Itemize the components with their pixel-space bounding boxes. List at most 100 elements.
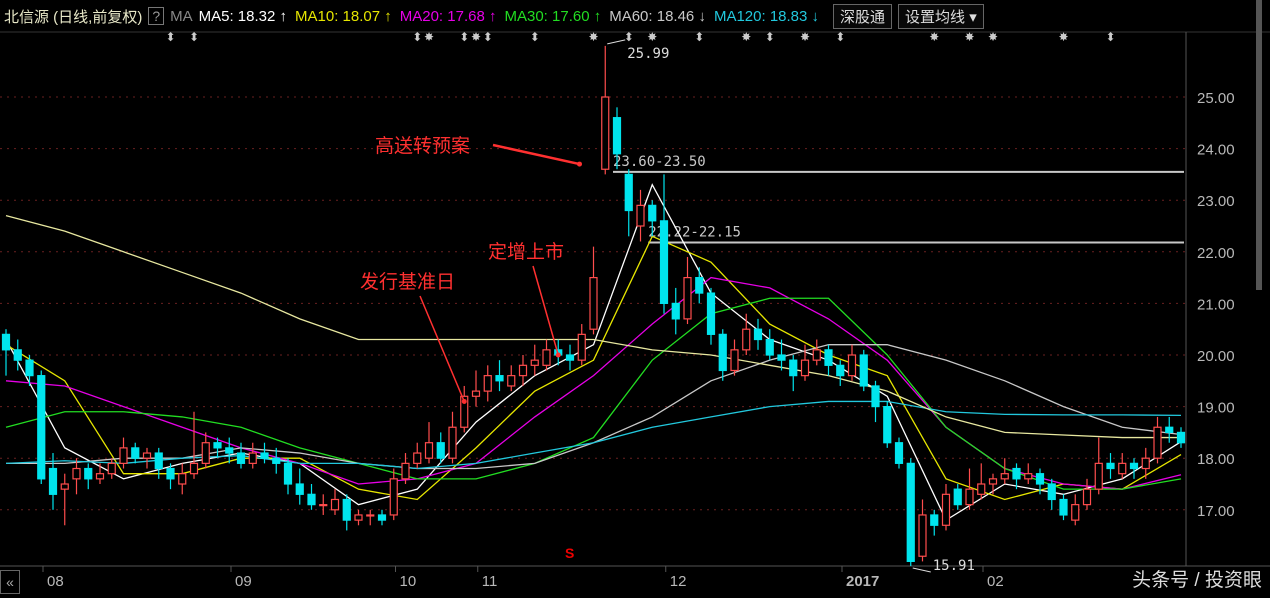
candle-body — [589, 277, 598, 330]
candle — [977, 463, 986, 500]
event-updown-icon[interactable]: ⬍ — [624, 30, 634, 44]
candle-body — [836, 364, 845, 377]
scrollbar[interactable] — [1256, 0, 1262, 290]
candle-body — [648, 204, 657, 222]
annotation-label: 高送转预案 — [375, 135, 470, 157]
event-updown-icon[interactable]: ⬍ — [165, 30, 175, 44]
x-tick-label: 10 — [400, 573, 417, 590]
candle — [836, 360, 845, 386]
annotation-arrowhead — [577, 161, 582, 167]
y-tick-label: 17.00 — [1197, 503, 1235, 520]
candle-body — [659, 220, 669, 304]
event-star-icon[interactable]: ✸ — [588, 30, 598, 44]
candle-body — [1176, 431, 1186, 444]
candle-body — [706, 292, 716, 335]
candle — [695, 267, 704, 304]
candle — [624, 169, 633, 237]
x-tick-label: 08 — [47, 573, 64, 590]
event-star-icon[interactable]: ✸ — [424, 30, 434, 44]
candle-body — [1000, 473, 1009, 480]
help-button[interactable]: ? — [148, 7, 165, 25]
event-updown-icon[interactable]: ⬍ — [1105, 30, 1115, 44]
candle-body — [683, 277, 692, 320]
candle-body — [847, 354, 857, 377]
candle — [753, 318, 763, 350]
ma-readout: MA5: 18.32 ↑ — [198, 7, 288, 25]
y-tick-label: 25.00 — [1197, 90, 1235, 107]
candle — [307, 484, 316, 510]
candle — [401, 453, 410, 484]
candle — [930, 509, 939, 536]
candle-body — [131, 447, 140, 459]
candle-body — [988, 478, 998, 485]
ma-settings-dropdown[interactable]: 设置均线 ▾ — [898, 3, 984, 29]
candle — [1141, 447, 1150, 479]
event-star-icon[interactable]: ✸ — [929, 30, 939, 44]
candle-body — [248, 452, 257, 464]
event-updown-icon[interactable]: ⬍ — [189, 30, 199, 44]
event-star-icon[interactable]: ✸ — [471, 30, 481, 44]
event-star-icon[interactable]: ✸ — [1058, 30, 1068, 44]
candle-body — [225, 447, 234, 454]
candle-body — [671, 302, 680, 320]
candle-body — [695, 277, 704, 294]
candle — [1082, 478, 1092, 510]
candle-body — [777, 354, 786, 361]
candle — [577, 324, 586, 366]
event-updown-icon[interactable]: ⬍ — [694, 30, 704, 44]
event-updown-icon[interactable]: ⬍ — [483, 30, 493, 44]
candle — [542, 339, 551, 371]
candle-body — [107, 462, 116, 475]
event-updown-icon[interactable]: ⬍ — [412, 30, 422, 44]
candle — [1059, 494, 1068, 521]
candle-body — [448, 426, 457, 459]
candle-body — [742, 328, 751, 351]
event-updown-icon[interactable]: ⬍ — [530, 30, 540, 44]
event-star-icon[interactable]: ✸ — [647, 30, 657, 44]
candle — [648, 200, 657, 237]
candle — [448, 411, 457, 464]
candle-body — [319, 504, 328, 507]
candle-body — [965, 488, 974, 506]
candle-body — [25, 359, 34, 377]
candle — [142, 447, 152, 469]
chart-header: 北信源 (日线,前复权) ? MA MA5: 18.32 ↑ MA10: 18.0… — [0, 0, 1270, 32]
candle-body — [941, 493, 951, 526]
candle-body — [1129, 462, 1139, 470]
event-star-icon[interactable]: ✸ — [741, 30, 751, 44]
candle-body — [260, 452, 269, 459]
high-label: 25.99 — [627, 46, 669, 62]
candle-body — [354, 514, 363, 521]
candle — [25, 355, 34, 386]
candle — [424, 422, 434, 464]
candle — [1094, 437, 1103, 495]
candle — [377, 509, 387, 526]
candle — [107, 458, 116, 479]
candle — [48, 453, 58, 510]
candle-body — [824, 349, 833, 366]
event-updown-icon[interactable]: ⬍ — [835, 30, 845, 44]
candle — [1118, 453, 1127, 479]
candle-body — [366, 514, 375, 517]
candle-body — [330, 498, 340, 511]
candle — [37, 370, 46, 484]
event-updown-icon[interactable]: ⬍ — [765, 30, 775, 44]
event-updown-icon[interactable]: ⬍ — [459, 30, 469, 44]
candle — [166, 463, 175, 490]
candle-body — [13, 349, 22, 361]
event-star-icon[interactable]: ✸ — [988, 30, 998, 44]
event-star-icon[interactable]: ✸ — [800, 30, 810, 44]
candle — [225, 437, 234, 464]
candle-body — [495, 375, 504, 382]
event-star-icon[interactable]: ✸ — [964, 30, 974, 44]
candle-body — [436, 442, 445, 459]
candle — [1024, 463, 1033, 484]
low-label: 15.91 — [933, 558, 975, 574]
candle-body — [201, 442, 210, 464]
candle-body — [1024, 473, 1033, 480]
candle-body — [1012, 467, 1021, 480]
shenzhen-connect-button[interactable]: 深股通 — [833, 3, 893, 29]
scroll-left-button[interactable]: « — [0, 570, 20, 594]
annotation-arrowhead — [555, 352, 561, 358]
